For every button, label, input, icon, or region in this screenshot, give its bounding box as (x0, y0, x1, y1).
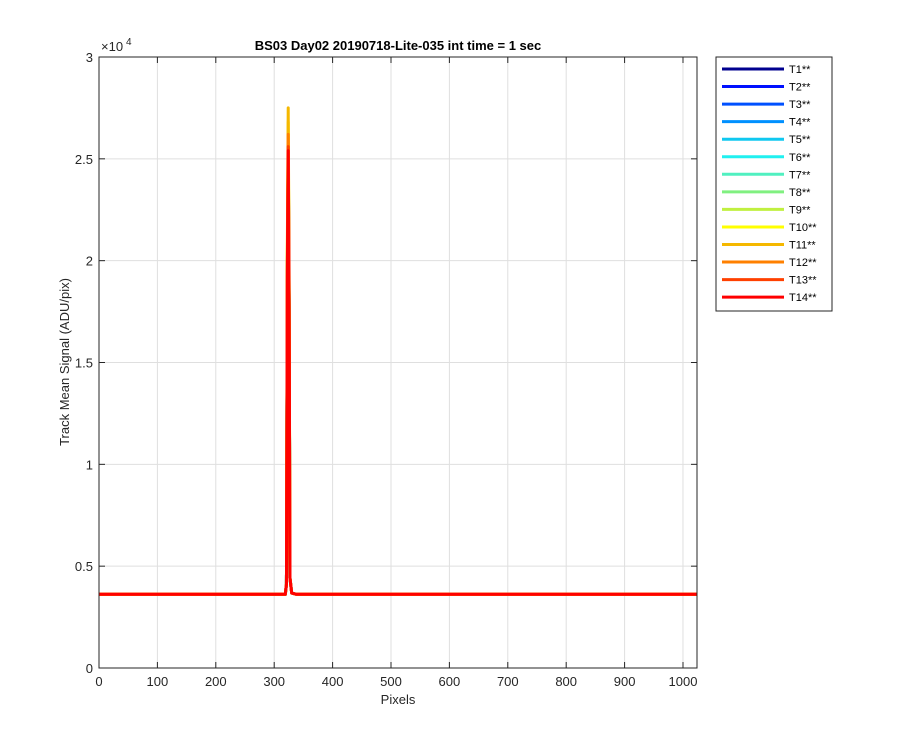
x-tick-label: 500 (380, 674, 402, 689)
legend-entry-13: T13** (789, 275, 817, 287)
y-tick-label: 0 (86, 661, 93, 676)
legend-entry-7: T7** (789, 169, 811, 181)
x-tick-label: 200 (205, 674, 227, 689)
legend-entry-11: T11** (789, 240, 816, 252)
legend-entry-8: T8** (789, 187, 811, 199)
series-lines (99, 106, 697, 596)
y-multiplier: ×10 4 (101, 37, 132, 54)
y-tick-label: 1 (86, 457, 93, 472)
legend-entry-9: T9** (789, 204, 811, 216)
x-tick-label: 900 (614, 674, 636, 689)
legend: T1** T2** T3** T4** T5** T6** T7** T8** T9** T10*… (715, 56, 833, 312)
y-multiplier-base: ×10 (101, 39, 123, 54)
legend-entry-1: T1** (789, 64, 811, 76)
legend-entry-4: T4** (789, 117, 811, 129)
legend-entry-2: T2** (789, 82, 811, 94)
y-tick-label: 1.5 (75, 356, 93, 371)
legend-entry-3: T3** (789, 99, 811, 111)
y-tick-label: 2.5 (75, 152, 93, 167)
series-line-14 (99, 149, 697, 596)
legend-entry-14: T14** (789, 292, 817, 304)
legend-box (715, 56, 833, 312)
x-tick-label: 700 (497, 674, 519, 689)
y-tick-label: 0.5 (75, 559, 93, 574)
legend-entry-10: T10** (789, 222, 817, 234)
x-tick-label: 100 (147, 674, 169, 689)
legend-entry-12: T12** (789, 257, 817, 269)
x-axis-label: Pixels (381, 692, 416, 707)
x-tick-label: 0 (95, 674, 102, 689)
y-multiplier-exponent: 4 (126, 37, 132, 48)
x-tick-label: 600 (439, 674, 461, 689)
y-axis-label: Track Mean Signal (ADU/pix) (57, 278, 72, 446)
axis-ticks: 0 100 200 300 400 500 600 700 800 900 1000 0 0.5 1 1.5… (75, 50, 698, 689)
x-tick-label: 1000 (669, 674, 698, 689)
legend-entry-6: T6** (789, 152, 811, 164)
y-tick-label: 2 (86, 254, 93, 269)
x-tick-label: 800 (555, 674, 577, 689)
chart-title: BS03 Day02 20190718-Lite-035 int time = … (255, 38, 542, 53)
x-tick-label: 400 (322, 674, 344, 689)
y-tick-label: 3 (86, 50, 93, 65)
legend-entry-5: T5** (789, 134, 811, 146)
x-tick-label: 300 (263, 674, 285, 689)
